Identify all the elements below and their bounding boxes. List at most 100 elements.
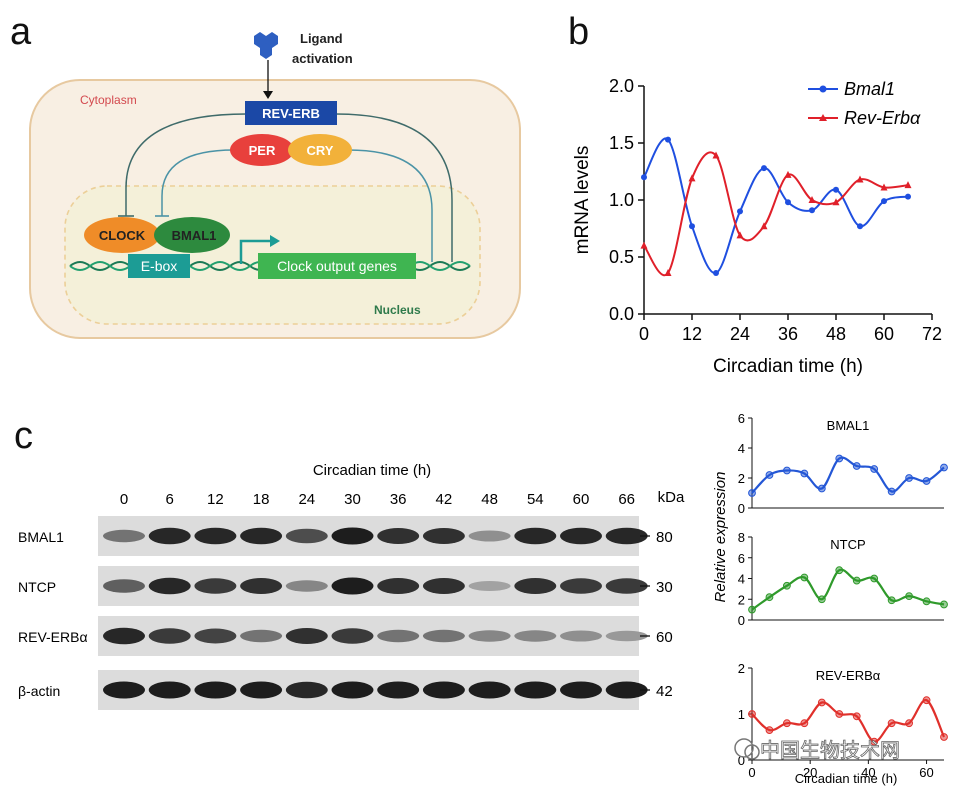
blot-lane-label: 54 [527, 491, 544, 508]
blot-band [103, 681, 145, 699]
quant-point [905, 719, 913, 728]
b-x-axis-label: Circadian time (h) [713, 356, 863, 377]
per-cry-output-line [347, 149, 433, 262]
blot-band [240, 527, 283, 545]
b-legend-label-bmal1: Bmal1 [844, 79, 895, 99]
b-point-0 [641, 174, 647, 181]
quant-point [748, 710, 756, 718]
blot-kda-value: 60 [656, 629, 673, 646]
quant-point [748, 605, 756, 614]
b-legend-marker-bmal1 [819, 85, 827, 93]
blot-band [103, 627, 145, 645]
blot-band [194, 578, 237, 594]
blot-band [468, 530, 511, 542]
blot-band [285, 628, 328, 644]
blot-band [377, 629, 420, 643]
blot-kda-value: 30 [656, 579, 673, 596]
b-x-tick-label: 24 [730, 324, 750, 344]
blot-band [148, 577, 191, 595]
blot-lane-label: 30 [344, 491, 361, 508]
bmal1-label: BMAL1 [172, 228, 217, 243]
quant-point [783, 466, 791, 475]
c-y-axis-label: Relative expression [712, 472, 729, 603]
per-label: PER [249, 143, 276, 158]
b-point-0 [905, 193, 911, 200]
b-y-tick-label: 1.0 [609, 190, 634, 210]
quant-point [852, 462, 861, 470]
quant-y-tick-label: 4 [738, 572, 745, 587]
rev-erb-label: REV-ERB [262, 106, 320, 121]
quant-point [835, 566, 844, 575]
rev-erb-inhibition-arc [125, 113, 247, 216]
quant-point [783, 581, 791, 590]
quant-title: BMAL1 [827, 418, 870, 433]
blot-row: BMAL1 80 [18, 516, 673, 556]
blot-lane-label: 6 [166, 491, 174, 508]
b-point-1 [712, 151, 720, 159]
quant-point [852, 712, 861, 721]
blot-row-label: NTCP [18, 579, 56, 595]
b-point-1 [904, 181, 912, 189]
blot-row-label: REV-ERBα [18, 629, 88, 645]
blot-lane-label: 42 [436, 491, 453, 508]
b-series [640, 136, 912, 277]
ebox-box [128, 254, 190, 278]
per-ellipse [230, 134, 294, 166]
quant-x-tick-label: 40 [861, 765, 875, 780]
quant-point [940, 463, 948, 472]
blot-row: REV-ERBα 60 [18, 616, 673, 656]
quant-y-tick-label: 8 [738, 530, 745, 545]
b-point-1 [808, 196, 816, 203]
blot-band [468, 581, 511, 591]
blot-band [285, 580, 328, 592]
quant-title: REV-ERBα [816, 668, 881, 683]
blot-kda-value: 80 [656, 529, 673, 546]
b-point-1 [736, 231, 744, 239]
quant-point [922, 477, 931, 485]
blot-band [103, 579, 145, 593]
ligand-arrowhead [263, 91, 273, 99]
quant-point [922, 597, 931, 606]
quant-y-tick-label: 0 [738, 501, 745, 516]
quant-point [765, 471, 774, 479]
per-cry-inhibition-arc [161, 149, 235, 216]
cytoplasm-label: Cytoplasm [80, 93, 137, 107]
blot-band [468, 630, 511, 642]
b-point-1 [856, 175, 864, 183]
blot-band [331, 577, 374, 595]
blot-band [560, 578, 602, 594]
rev-erb-box [245, 101, 337, 125]
blot-band [422, 681, 465, 699]
blot-band [148, 628, 191, 644]
quant-point [800, 719, 809, 728]
b-point-0 [833, 186, 839, 193]
clock-ellipse [84, 217, 160, 253]
b-point-0 [761, 165, 767, 172]
blot-band [514, 527, 557, 545]
b-point-0 [665, 136, 671, 143]
blot-band [514, 578, 557, 594]
blot-band [377, 578, 420, 594]
b-x-tick-label: 48 [826, 324, 846, 344]
b-point-0 [689, 223, 695, 230]
blot-lane-label: 12 [207, 491, 224, 508]
blot-band [514, 681, 557, 699]
quant-point [817, 595, 826, 604]
nucleus-label: Nucleus [374, 303, 421, 317]
quant-point [835, 710, 844, 718]
blot-band [285, 681, 328, 699]
blot-band [560, 630, 602, 642]
ligand-label-line1: Ligand [300, 31, 343, 46]
bmal1-ellipse [154, 217, 230, 253]
output-genes-box [258, 253, 416, 279]
blot-band [514, 630, 557, 642]
blot-band [194, 628, 237, 644]
quant-x-tick-label: 20 [803, 765, 817, 780]
blot-band [422, 629, 465, 643]
blot-band [422, 578, 465, 594]
b-point-1 [784, 170, 792, 178]
transcription-arrow [239, 239, 272, 264]
b-point-1 [880, 183, 888, 191]
